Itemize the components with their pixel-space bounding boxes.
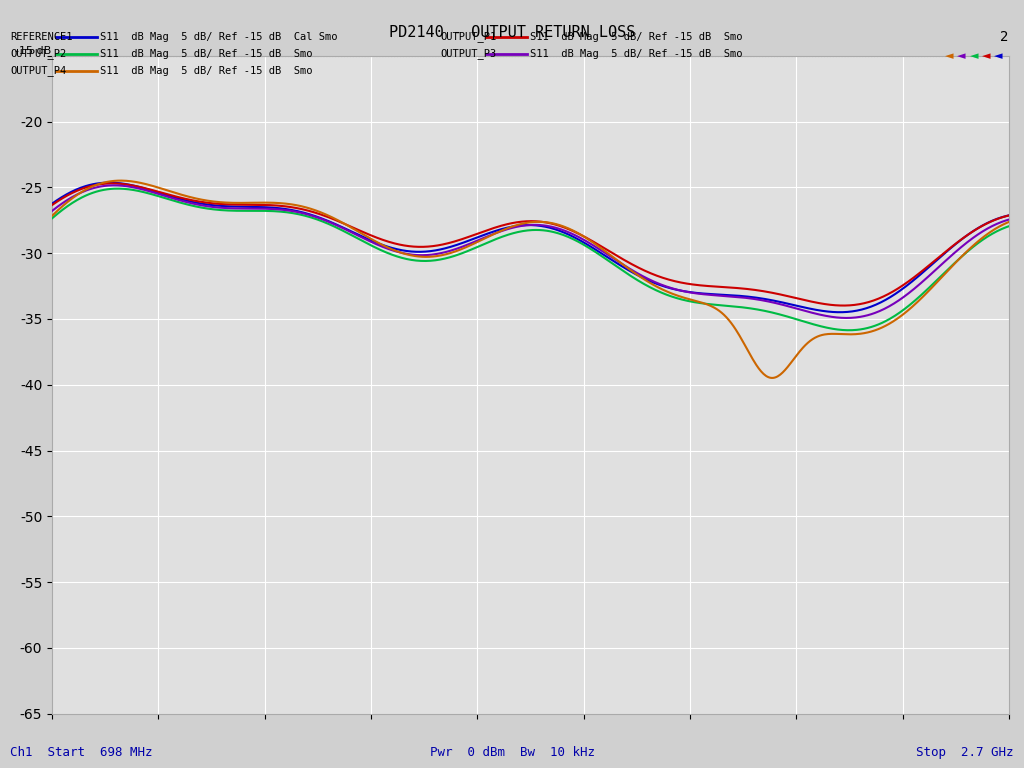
Text: ◄: ◄: [982, 51, 990, 61]
Text: ◄: ◄: [970, 51, 978, 61]
Text: ◄: ◄: [945, 51, 953, 61]
Text: Pwr  0 dBm  Bw  10 kHz: Pwr 0 dBm Bw 10 kHz: [429, 746, 595, 759]
Text: S11  dB Mag  5 dB/ Ref -15 dB  Smo: S11 dB Mag 5 dB/ Ref -15 dB Smo: [100, 48, 313, 59]
Text: 2: 2: [1000, 30, 1009, 44]
Text: ◄: ◄: [994, 51, 1002, 61]
Text: Stop  2.7 GHz: Stop 2.7 GHz: [916, 746, 1014, 759]
Text: ◄: ◄: [957, 51, 966, 61]
Text: S11  dB Mag  5 dB/ Ref -15 dB  Smo: S11 dB Mag 5 dB/ Ref -15 dB Smo: [100, 65, 313, 76]
Text: S11  dB Mag  5 dB/ Ref -15 dB  Smo: S11 dB Mag 5 dB/ Ref -15 dB Smo: [530, 48, 743, 59]
Text: PD2140 - OUTPUT RETURN LOSS: PD2140 - OUTPUT RETURN LOSS: [389, 25, 635, 40]
Text: OUTPUT_P4: OUTPUT_P4: [10, 65, 67, 76]
Text: S11  dB Mag  5 dB/ Ref -15 dB  Cal Smo: S11 dB Mag 5 dB/ Ref -15 dB Cal Smo: [100, 31, 338, 42]
Text: OUTPUT_P1: OUTPUT_P1: [440, 31, 497, 42]
Text: REFERENCE1: REFERENCE1: [10, 31, 73, 42]
Text: OUTPUT_P3: OUTPUT_P3: [440, 48, 497, 59]
Text: OUTPUT_P2: OUTPUT_P2: [10, 48, 67, 59]
Text: S11  dB Mag  5 dB/ Ref -15 dB  Smo: S11 dB Mag 5 dB/ Ref -15 dB Smo: [530, 31, 743, 42]
Text: Ch1  Start  698 MHz: Ch1 Start 698 MHz: [10, 746, 153, 759]
Text: -15 dB: -15 dB: [14, 46, 51, 56]
